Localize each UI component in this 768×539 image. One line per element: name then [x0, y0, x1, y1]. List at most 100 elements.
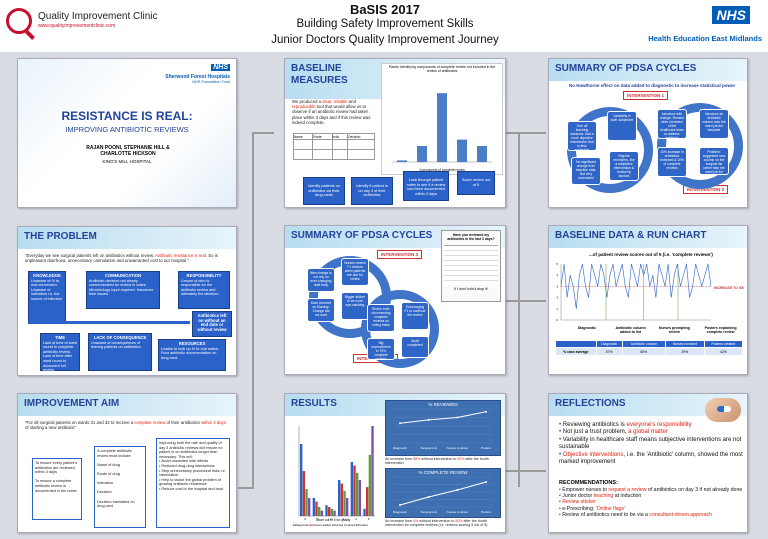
rev-svg-point	[427, 418, 430, 421]
quality-bar	[312, 498, 316, 516]
comp-svg-line	[399, 481, 487, 506]
flow-arrow-h5	[506, 470, 546, 472]
problem-panel: THE PROBLEM "Everyday we see surgical pa…	[17, 226, 237, 376]
pdsa3-seg-1: New change to not rely on ever-changing …	[307, 268, 335, 292]
project-subtitle: IMPROVING ANTIBIOTIC REVIEWS	[65, 125, 189, 134]
hawthorne-note: No Hawthorne effect on data added to dia…	[569, 83, 736, 88]
pdsa1-seg-2: Variability in staff, subjective	[607, 111, 637, 141]
step-2: Identify if patient is on day 3 of their…	[351, 177, 393, 205]
flow-arrow-h1	[252, 132, 274, 134]
pdsa1-seg-3: Regular reminders, like a subjective int…	[609, 151, 639, 181]
aim-right-box: Improving both the rate and quality of d…	[156, 438, 230, 528]
rec-1: Empower nurses to request a review of an…	[559, 487, 745, 493]
nhs-logo: NHS	[712, 6, 750, 24]
run-chart-panel: BASELINE DATA & RUN CHART ...of patient …	[548, 225, 748, 375]
intervention-1-label: INTERVENTION 1	[623, 91, 669, 100]
pdsa2-seg-4: 10% increase in antibiotics reviewed & 1…	[657, 147, 687, 177]
problem-heading: THE PROBLEM	[24, 231, 97, 242]
box-responsibility: RESPONSIBILITY Unsure of who is responsib…	[178, 271, 230, 309]
box-consequence: LACK OF CONSEQUENCE Unaware of consequenc…	[88, 333, 152, 371]
reviewed-note: An increase from 58% without interventio…	[385, 457, 489, 466]
quality-x-tick: 4	[355, 517, 357, 521]
quality-legend: ■Diagnostic ■Colours added ■Nurses invol…	[293, 523, 368, 527]
baseline-heading: BASELINE MEASURES	[291, 63, 348, 86]
title-panel: NHS Sherwood Forest Hospitals NHS Founda…	[17, 58, 237, 208]
reflection-4: Objective interventions, i.e. the 'Antib…	[559, 452, 745, 467]
run-heading: BASELINE DATA & RUN CHART	[555, 230, 707, 241]
comp-svg-point	[485, 481, 487, 483]
reflection-3: Variability in healthcare staff means su…	[559, 437, 745, 452]
quality-bar	[325, 505, 328, 516]
rec-3: Review sticker	[559, 499, 745, 505]
box-communication: COMMUNICATION Antibiotic decision not cle…	[86, 271, 160, 309]
project-title: RESISTANCE IS REAL:	[61, 109, 193, 123]
run-chart: 0 1 2 3 4 5	[556, 262, 712, 322]
quality-x-tick: 1	[317, 517, 319, 521]
pdsa1-seg-4: No significant change from baseline data…	[571, 157, 601, 185]
run-sub: ...of patient review scores out of 5 (i.…	[589, 252, 713, 257]
pareto-axis: Components of complete review	[419, 168, 465, 172]
quality-bar	[366, 487, 369, 516]
reviewed-chart: % REVIEWED Diagnostic Surgical List Nurses…	[385, 400, 501, 456]
pdsa2-seg-2: Introduce an 'Antibiotic' column onto th…	[699, 109, 729, 139]
run-y-tick: 5	[556, 262, 558, 266]
box-resources: RESOURCES Unable to look up IV to oral sw…	[158, 339, 226, 371]
run-y-tick: 0	[556, 318, 558, 322]
baseline-table: Name Route Indic Decision	[292, 133, 375, 160]
quality-x-tick: 3	[342, 517, 344, 521]
quality-bar	[346, 498, 349, 516]
flow-arrow-h2	[238, 487, 254, 489]
comp-svg-point	[399, 504, 401, 506]
pdsa-panel-1: SUMMARY OF PDSA CYCLES No Hawthorne effe…	[548, 58, 748, 208]
quality-bar	[320, 510, 324, 516]
org-site: www.qualityimprovementclinic.com	[38, 23, 116, 29]
comp-svg-tick: Diagnostic	[393, 510, 408, 514]
pareto-bar	[477, 146, 487, 162]
poster-subtitle-2: Junior Doctors Quality Improvement Journ…	[271, 34, 499, 46]
rev-svg-tick: Posters	[481, 446, 492, 450]
quality-x-tick: 5	[368, 517, 370, 521]
baseline-panel: BASELINE MEASURES We produced a clear, r…	[284, 58, 506, 208]
poster-title: BaSIS 2017	[349, 2, 421, 17]
poster-header: Quality Improvement Clinic www.qualityim…	[0, 0, 768, 52]
quality-bar	[328, 507, 331, 516]
reflections-heading: REFLECTIONS	[555, 398, 626, 409]
quality-bar	[333, 510, 336, 516]
flow-arrow-h4	[506, 300, 546, 302]
quality-bar	[363, 508, 366, 516]
reflections-list: Reviewing antibiotics is everyone's resp…	[559, 422, 745, 466]
pareto-bar	[437, 93, 447, 162]
quality-bar-chart: 0 1 2 3 4 5	[298, 426, 375, 521]
rec-4: e-Prescribing: 'Online flags'	[559, 506, 745, 512]
pareto-bar	[397, 160, 407, 162]
quality-bar	[315, 501, 318, 516]
pdsa2-seg-3: Problem: suggested new column on the sur…	[699, 147, 729, 175]
pdsa-cycle-2	[657, 103, 743, 189]
aim-panel: IMPROVEMENT AIM "For all surgical patien…	[17, 393, 237, 533]
aim-statement: "For all surgical patients on wards 31 a…	[25, 420, 226, 431]
aim-left-box: To ensure every patient's antibiotics ar…	[32, 458, 82, 520]
quality-bar	[343, 490, 346, 516]
quality-bar	[358, 480, 362, 516]
rev-svg-line	[399, 411, 487, 424]
intervention-3-label: INTERVENTION 3	[377, 250, 423, 259]
box-outcome: Antibiotics left on without an end date …	[192, 311, 232, 337]
pdsa4-seg-4: Big improvement in 79% complete reviews	[367, 338, 395, 361]
rev-svg-tick: Nurses involved	[447, 446, 469, 450]
pdsa4-seg-2: Encouraging F1 to continue the review	[401, 302, 429, 330]
authors: RAJAN POONI, STEPHANIE HILL & CHARLOTTE …	[86, 145, 170, 157]
quality-bar	[318, 507, 321, 516]
quality-bar	[300, 444, 303, 516]
comp-svg-tick: Posters	[481, 510, 492, 514]
run-note: INCREASE TO 5/5	[714, 286, 744, 290]
pdsa3-seg-4: Data received on Monday: Change did not …	[307, 298, 335, 322]
pdsa-cycle-4	[361, 290, 439, 368]
pareto-bar	[457, 139, 467, 162]
reflection-1: Reviewing antibiotics is everyone's resp…	[559, 422, 745, 429]
pdsa1-seg-1: One off teaching sessions. Add a more ob…	[567, 121, 597, 152]
pdsa4-seg-1: Sticker bold: documenting complete revie…	[367, 304, 395, 332]
rev-svg-point	[485, 410, 487, 413]
pill-photo-icon	[705, 398, 741, 422]
pdsa-panel-2: SUMMARY OF PDSA CYCLES INTERVENTION 3 IN…	[284, 225, 506, 375]
recommendations-title: RECOMMENDATIONS:	[559, 480, 618, 486]
